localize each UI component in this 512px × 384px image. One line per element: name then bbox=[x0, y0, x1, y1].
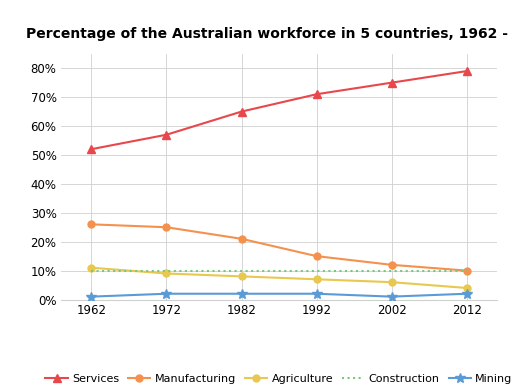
Agriculture bbox=[163, 271, 169, 276]
Manufacturing bbox=[463, 268, 470, 273]
Mining bbox=[313, 291, 319, 296]
Services bbox=[89, 147, 95, 151]
Construction bbox=[389, 268, 395, 273]
Mining bbox=[163, 291, 169, 296]
Services bbox=[239, 109, 245, 114]
Mining bbox=[239, 291, 245, 296]
Mining bbox=[89, 294, 95, 299]
Construction bbox=[89, 268, 95, 273]
Line: Mining: Mining bbox=[87, 289, 472, 301]
Line: Agriculture: Agriculture bbox=[88, 264, 470, 291]
Manufacturing bbox=[389, 263, 395, 267]
Services bbox=[463, 69, 470, 73]
Legend: Services, Manufacturing, Agriculture, Construction, Mining: Services, Manufacturing, Agriculture, Co… bbox=[46, 374, 512, 384]
Manufacturing bbox=[313, 254, 319, 258]
Manufacturing bbox=[163, 225, 169, 230]
Construction bbox=[239, 268, 245, 273]
Agriculture bbox=[463, 286, 470, 290]
Construction bbox=[163, 268, 169, 273]
Agriculture bbox=[89, 265, 95, 270]
Mining bbox=[463, 291, 470, 296]
Line: Services: Services bbox=[87, 67, 471, 153]
Line: Manufacturing: Manufacturing bbox=[88, 221, 470, 274]
Services bbox=[163, 132, 169, 137]
Manufacturing bbox=[239, 237, 245, 241]
Construction bbox=[463, 268, 470, 273]
Agriculture bbox=[389, 280, 395, 285]
Manufacturing bbox=[89, 222, 95, 227]
Mining bbox=[389, 294, 395, 299]
Agriculture bbox=[313, 277, 319, 281]
Construction bbox=[313, 268, 319, 273]
Text: Percentage of the Australian workforce in 5 countries, 1962 - 2012: Percentage of the Australian workforce i… bbox=[26, 27, 512, 41]
Services bbox=[389, 80, 395, 85]
Agriculture bbox=[239, 274, 245, 279]
Services bbox=[313, 92, 319, 96]
